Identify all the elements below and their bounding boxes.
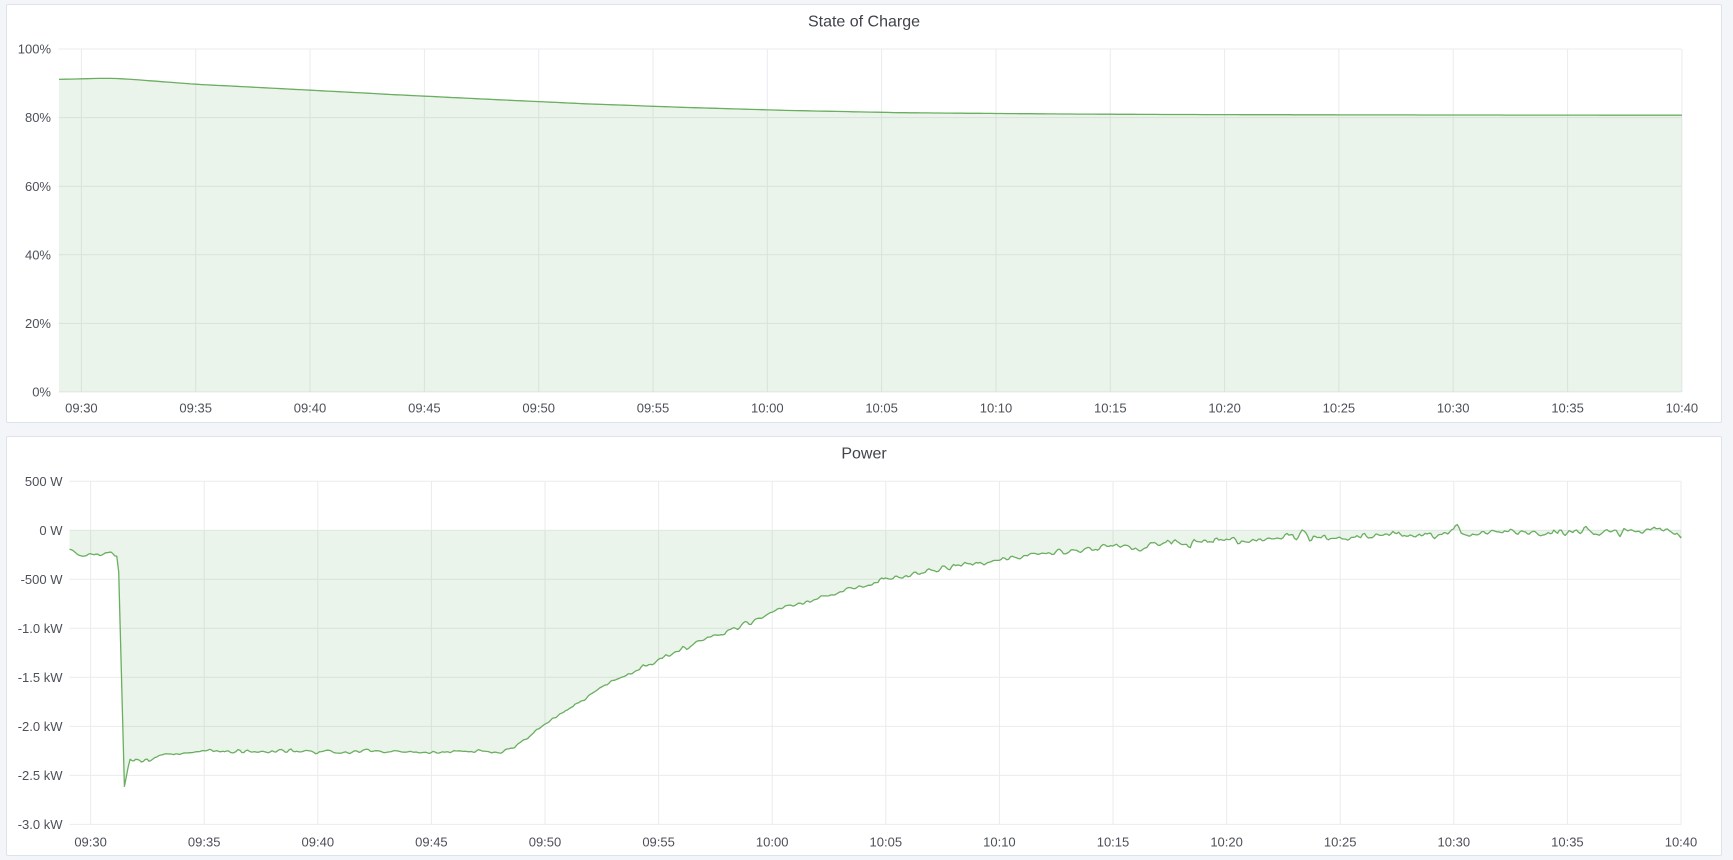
- svg-text:09:50: 09:50: [529, 835, 562, 850]
- svg-text:0%: 0%: [32, 385, 51, 400]
- svg-text:10:10: 10:10: [980, 401, 1013, 416]
- svg-text:10:10: 10:10: [983, 835, 1016, 850]
- svg-text:10:00: 10:00: [756, 835, 789, 850]
- svg-text:09:35: 09:35: [188, 835, 221, 850]
- svg-text:09:55: 09:55: [637, 401, 670, 416]
- svg-text:10:35: 10:35: [1551, 835, 1584, 850]
- svg-text:09:35: 09:35: [179, 401, 212, 416]
- svg-text:10:25: 10:25: [1323, 401, 1356, 416]
- svg-text:10:20: 10:20: [1208, 401, 1241, 416]
- svg-text:100%: 100%: [18, 42, 52, 57]
- svg-text:09:50: 09:50: [522, 401, 555, 416]
- svg-text:State of Charge: State of Charge: [808, 14, 920, 31]
- svg-text:09:40: 09:40: [302, 835, 335, 850]
- svg-text:09:30: 09:30: [74, 835, 107, 850]
- svg-text:10:20: 10:20: [1210, 835, 1243, 850]
- svg-text:10:00: 10:00: [751, 401, 784, 416]
- svg-text:10:15: 10:15: [1097, 835, 1130, 850]
- svg-text:-1.5 kW: -1.5 kW: [18, 670, 64, 685]
- svg-text:09:55: 09:55: [642, 835, 675, 850]
- svg-text:80%: 80%: [25, 110, 51, 125]
- svg-text:0 W: 0 W: [39, 523, 63, 538]
- svg-text:09:45: 09:45: [415, 835, 448, 850]
- svg-text:40%: 40%: [25, 247, 51, 262]
- svg-text:500 W: 500 W: [25, 474, 63, 489]
- svg-text:10:30: 10:30: [1438, 835, 1471, 850]
- svg-text:09:40: 09:40: [294, 401, 327, 416]
- svg-text:-500 W: -500 W: [21, 572, 64, 587]
- svg-text:10:40: 10:40: [1665, 835, 1698, 850]
- svg-text:10:35: 10:35: [1551, 401, 1584, 416]
- svg-text:Power: Power: [841, 446, 887, 463]
- svg-text:10:15: 10:15: [1094, 401, 1127, 416]
- svg-text:10:40: 10:40: [1666, 401, 1699, 416]
- svg-text:10:25: 10:25: [1324, 835, 1357, 850]
- svg-text:10:05: 10:05: [870, 835, 903, 850]
- svg-text:20%: 20%: [25, 316, 51, 331]
- svg-text:10:05: 10:05: [865, 401, 898, 416]
- svg-text:-2.0 kW: -2.0 kW: [18, 719, 64, 734]
- svg-text:-2.5 kW: -2.5 kW: [18, 768, 64, 783]
- svg-text:-1.0 kW: -1.0 kW: [18, 621, 64, 636]
- svg-text:10:30: 10:30: [1437, 401, 1470, 416]
- svg-text:-3.0 kW: -3.0 kW: [18, 817, 64, 832]
- svg-text:09:30: 09:30: [65, 401, 98, 416]
- svg-text:09:45: 09:45: [408, 401, 441, 416]
- svg-text:60%: 60%: [25, 179, 51, 194]
